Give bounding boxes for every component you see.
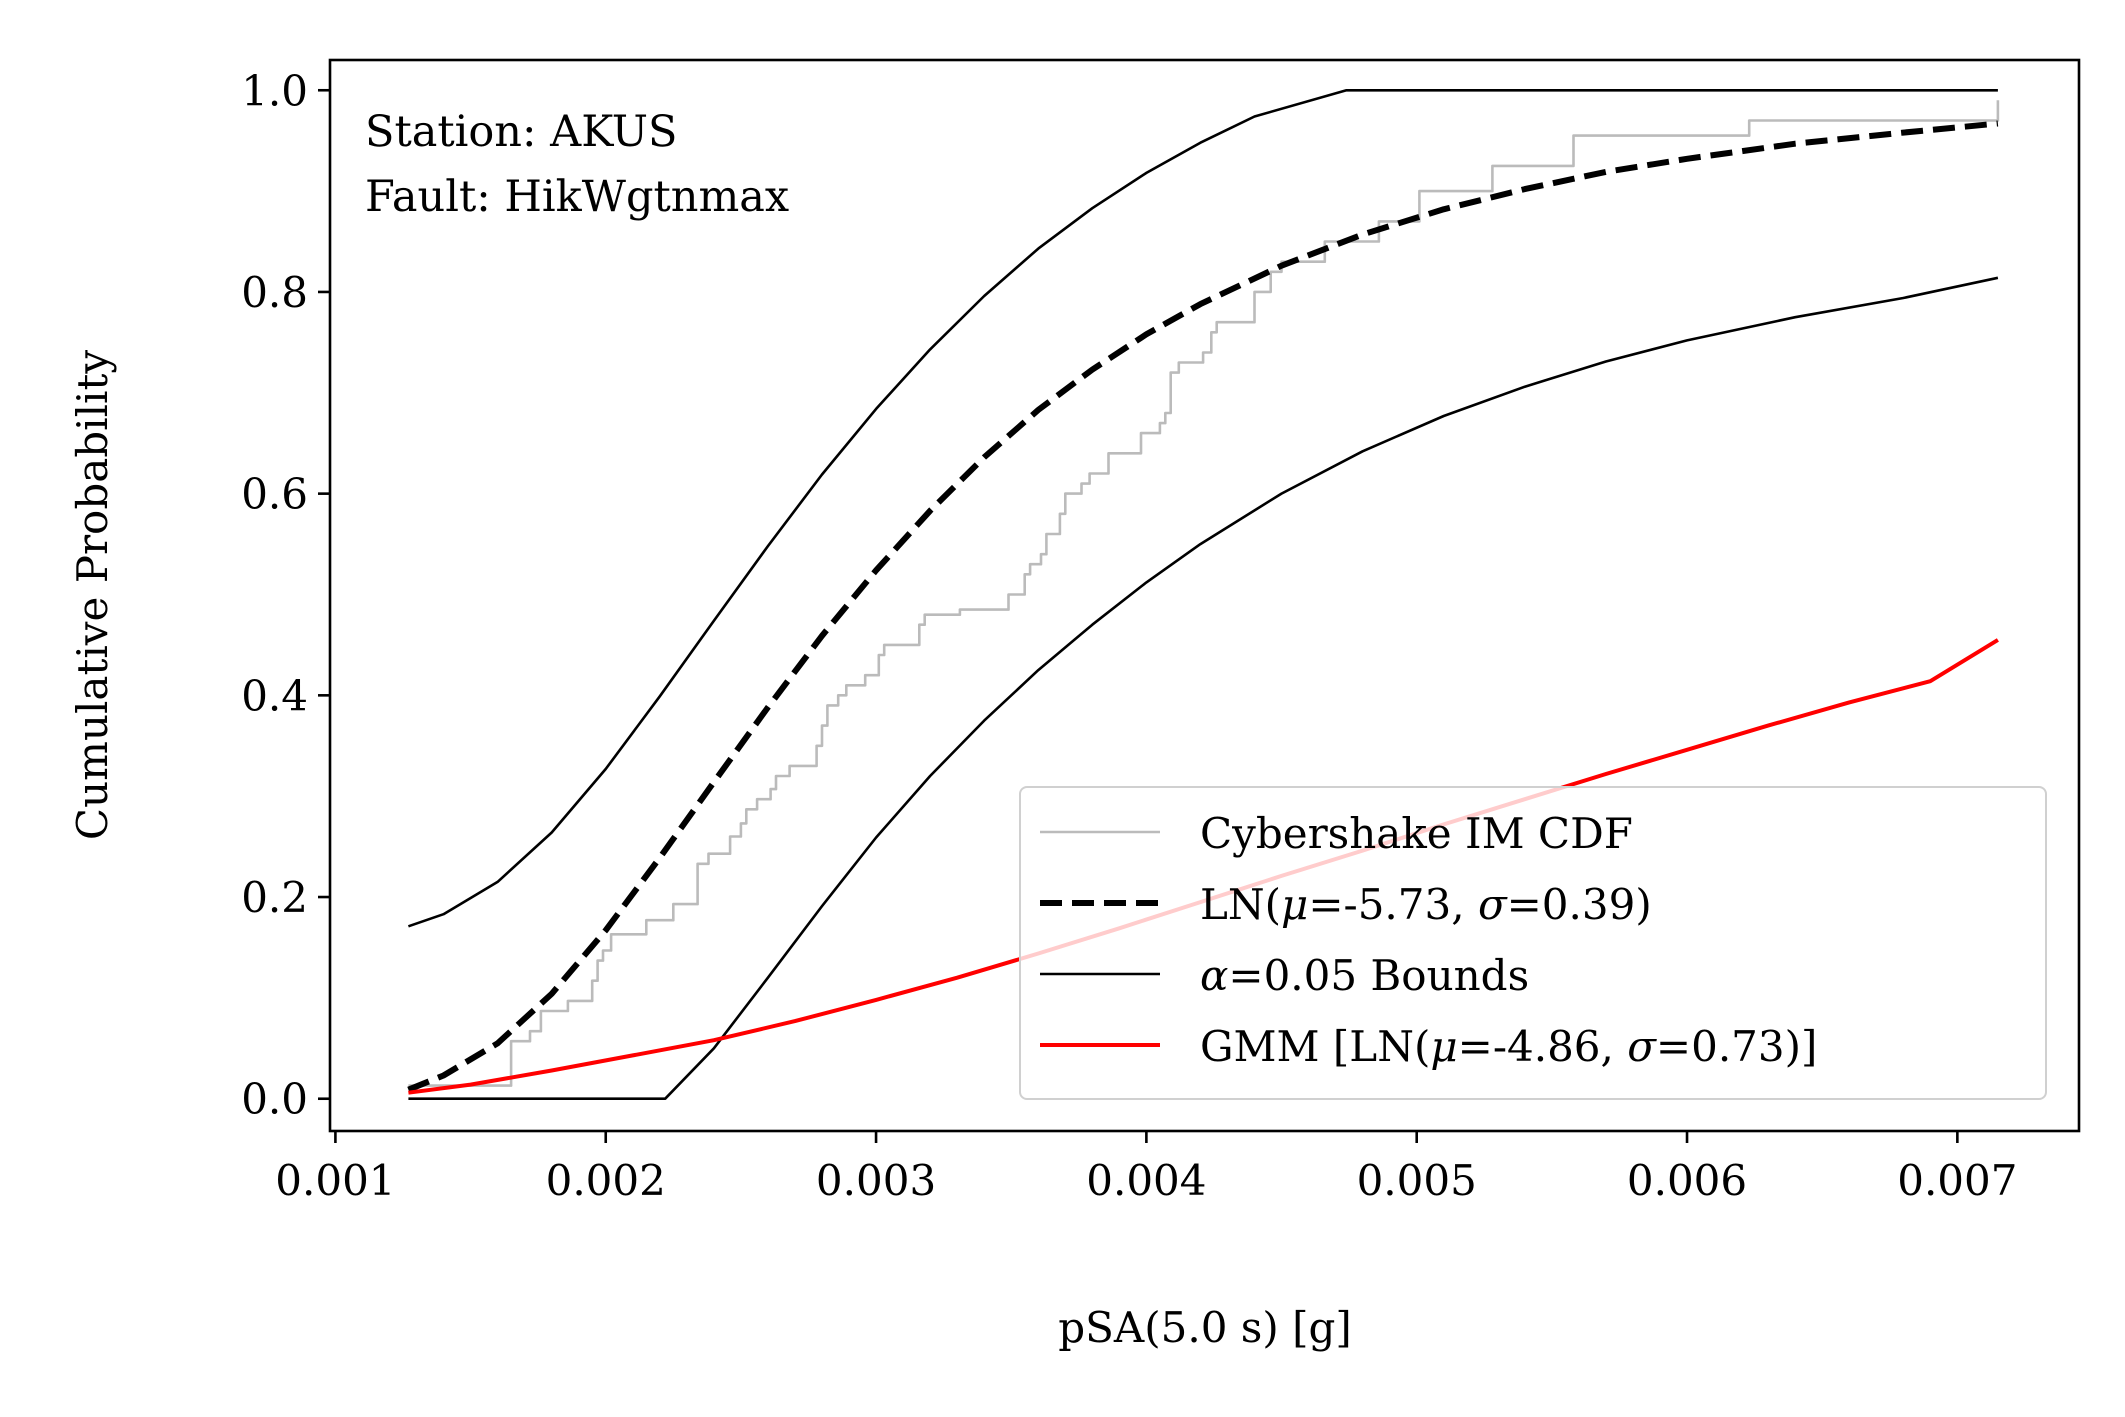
x-tick-label: 0.003 [816,1156,936,1205]
series-line-bounds-3 [408,276,1999,1100]
legend-box [1019,786,2047,1100]
legend-label-gmm: GMM [LN(μ=-4.86, σ=0.73)] [1200,1022,1817,1071]
legend: Cybershake IM CDF LN(μ=-5.73, σ=0.39) α=… [1019,786,2047,1100]
y-tick-label: 0.4 [241,671,308,720]
y-tick-label: 0.0 [241,1075,308,1124]
annotation-fault: Fault: HikWgtnmax [365,172,789,222]
series-line-ln-fit-1 [407,120,1999,1093]
legend-label-ln-fit: LN(μ=-5.73, σ=0.39) [1200,880,1652,929]
x-tick-label: 0.001 [275,1156,395,1205]
legend-item-ln-fit: LN(μ=-5.73, σ=0.39) [1040,880,1652,929]
legend-item-gmm: GMM [LN(μ=-4.86, σ=0.73)] [1040,1022,1817,1071]
legend-item-empirical: Cybershake IM CDF [1040,809,1633,858]
y-tick-label: 0.2 [241,873,308,922]
y-axis-ticks: 0.0 0.2 0.4 0.6 0.8 1.0 [241,66,330,1124]
annotation: Station: AKUS Fault: HikWgtnmax [365,107,789,222]
x-tick-label: 0.005 [1357,1156,1477,1205]
x-tick-label: 0.004 [1086,1156,1206,1205]
legend-label-bounds: α=0.05 Bounds [1200,951,1529,1000]
x-tick-label: 0.007 [1897,1156,2017,1205]
series-line-empirical-0 [408,100,2000,1087]
y-tick-label: 0.8 [241,268,308,317]
x-axis-label: pSA(5.0 s) [g] [1058,1303,1351,1352]
legend-label-empirical: Cybershake IM CDF [1200,809,1633,858]
series-line-bounds-2 [407,89,1998,928]
y-tick-label: 0.6 [241,470,308,519]
legend-item-bounds: α=0.05 Bounds [1040,951,1529,1000]
x-tick-label: 0.006 [1627,1156,1747,1205]
x-tick-label: 0.002 [546,1156,666,1205]
y-tick-label: 1.0 [241,66,308,115]
annotation-station: Station: AKUS [365,107,678,157]
y-axis-label: Cumulative Probability [68,350,117,840]
x-axis-ticks: 0.001 0.002 0.003 0.004 0.005 0.006 0.007 [275,1131,2017,1205]
